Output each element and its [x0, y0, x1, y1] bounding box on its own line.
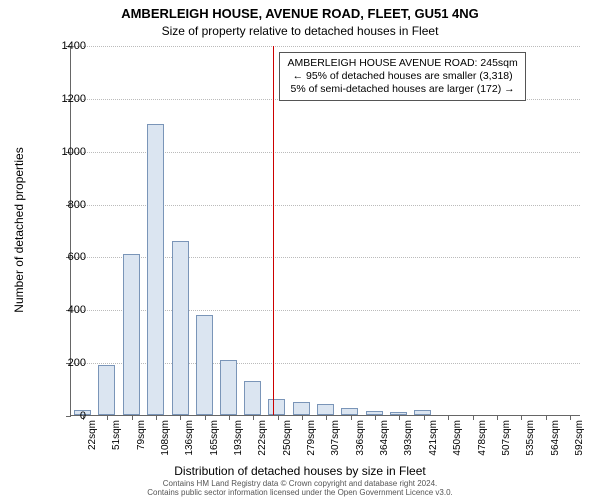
x-tick-mark: [278, 415, 279, 420]
x-tick-label: 279sqm: [306, 420, 317, 470]
histogram-bar: [172, 241, 189, 415]
y-tick-label: 200: [46, 357, 86, 369]
y-axis-label: Number of detached properties: [12, 147, 26, 312]
x-tick-mark: [302, 415, 303, 420]
x-tick-label: 136sqm: [184, 420, 195, 470]
y-tick-label: 600: [46, 251, 86, 263]
x-tick-mark: [180, 415, 181, 420]
x-tick-mark: [473, 415, 474, 420]
x-tick-label: 507sqm: [501, 420, 512, 470]
x-tick-label: 478sqm: [477, 420, 488, 470]
y-tick-label: 1400: [46, 40, 86, 52]
histogram-bar: [196, 315, 213, 415]
histogram-bar: [220, 360, 237, 416]
histogram-bar: [341, 408, 358, 415]
x-tick-mark: [546, 415, 547, 420]
x-tick-label: 564sqm: [550, 420, 561, 470]
x-tick-mark: [156, 415, 157, 420]
x-tick-mark: [107, 415, 108, 420]
x-tick-mark: [399, 415, 400, 420]
x-tick-label: 108sqm: [160, 420, 171, 470]
chart-title: AMBERLEIGH HOUSE, AVENUE ROAD, FLEET, GU…: [0, 6, 600, 21]
x-tick-label: 250sqm: [282, 420, 293, 470]
x-tick-label: 222sqm: [257, 420, 268, 470]
y-tick-label: 1000: [46, 146, 86, 158]
x-tick-label: 22sqm: [87, 420, 98, 470]
reference-line: [273, 46, 274, 415]
chart-subtitle: Size of property relative to detached ho…: [0, 24, 600, 38]
footer-line-2: Contains public sector information licen…: [0, 489, 600, 498]
x-tick-label: 535sqm: [525, 420, 536, 470]
x-tick-label: 51sqm: [111, 420, 122, 470]
x-tick-label: 165sqm: [209, 420, 220, 470]
x-tick-mark: [229, 415, 230, 420]
histogram-bar: [147, 124, 164, 415]
annotation-box: AMBERLEIGH HOUSE AVENUE ROAD: 245sqm← 95…: [279, 52, 525, 101]
x-tick-mark: [253, 415, 254, 420]
x-tick-mark: [570, 415, 571, 420]
plot-area: 22sqm51sqm79sqm108sqm136sqm165sqm193sqm2…: [70, 46, 580, 416]
x-tick-mark: [424, 415, 425, 420]
x-tick-mark: [132, 415, 133, 420]
x-axis-label: Distribution of detached houses by size …: [0, 464, 600, 478]
y-tick-label: 400: [46, 304, 86, 316]
histogram-bar: [390, 412, 407, 415]
histogram-bar: [317, 404, 334, 415]
x-tick-label: 307sqm: [330, 420, 341, 470]
x-tick-label: 79sqm: [136, 420, 147, 470]
x-tick-mark: [497, 415, 498, 420]
x-tick-mark: [326, 415, 327, 420]
x-tick-label: 592sqm: [574, 420, 585, 470]
x-tick-label: 421sqm: [428, 420, 439, 470]
x-tick-label: 393sqm: [403, 420, 414, 470]
x-tick-mark: [375, 415, 376, 420]
x-tick-mark: [205, 415, 206, 420]
annotation-line-1: AMBERLEIGH HOUSE AVENUE ROAD: 245sqm: [287, 57, 517, 70]
footer-attribution: Contains HM Land Registry data © Crown c…: [0, 480, 600, 498]
x-tick-label: 450sqm: [452, 420, 463, 470]
histogram-bar: [268, 399, 285, 415]
annotation-line-3: 5% of semi-detached houses are larger (1…: [287, 83, 517, 96]
histogram-bar: [123, 254, 140, 415]
x-tick-label: 336sqm: [355, 420, 366, 470]
annotation-line-2: ← 95% of detached houses are smaller (3,…: [287, 70, 517, 83]
histogram-chart: AMBERLEIGH HOUSE, AVENUE ROAD, FLEET, GU…: [0, 0, 600, 500]
x-tick-label: 364sqm: [379, 420, 390, 470]
gridline: [71, 46, 580, 47]
x-tick-mark: [521, 415, 522, 420]
x-tick-label: 193sqm: [233, 420, 244, 470]
histogram-bar: [98, 365, 115, 415]
x-tick-mark: [351, 415, 352, 420]
histogram-bar: [293, 402, 310, 415]
y-tick-label: 0: [46, 410, 86, 422]
histogram-bar: [244, 381, 261, 415]
y-tick-label: 800: [46, 199, 86, 211]
x-tick-mark: [448, 415, 449, 420]
y-tick-label: 1200: [46, 93, 86, 105]
